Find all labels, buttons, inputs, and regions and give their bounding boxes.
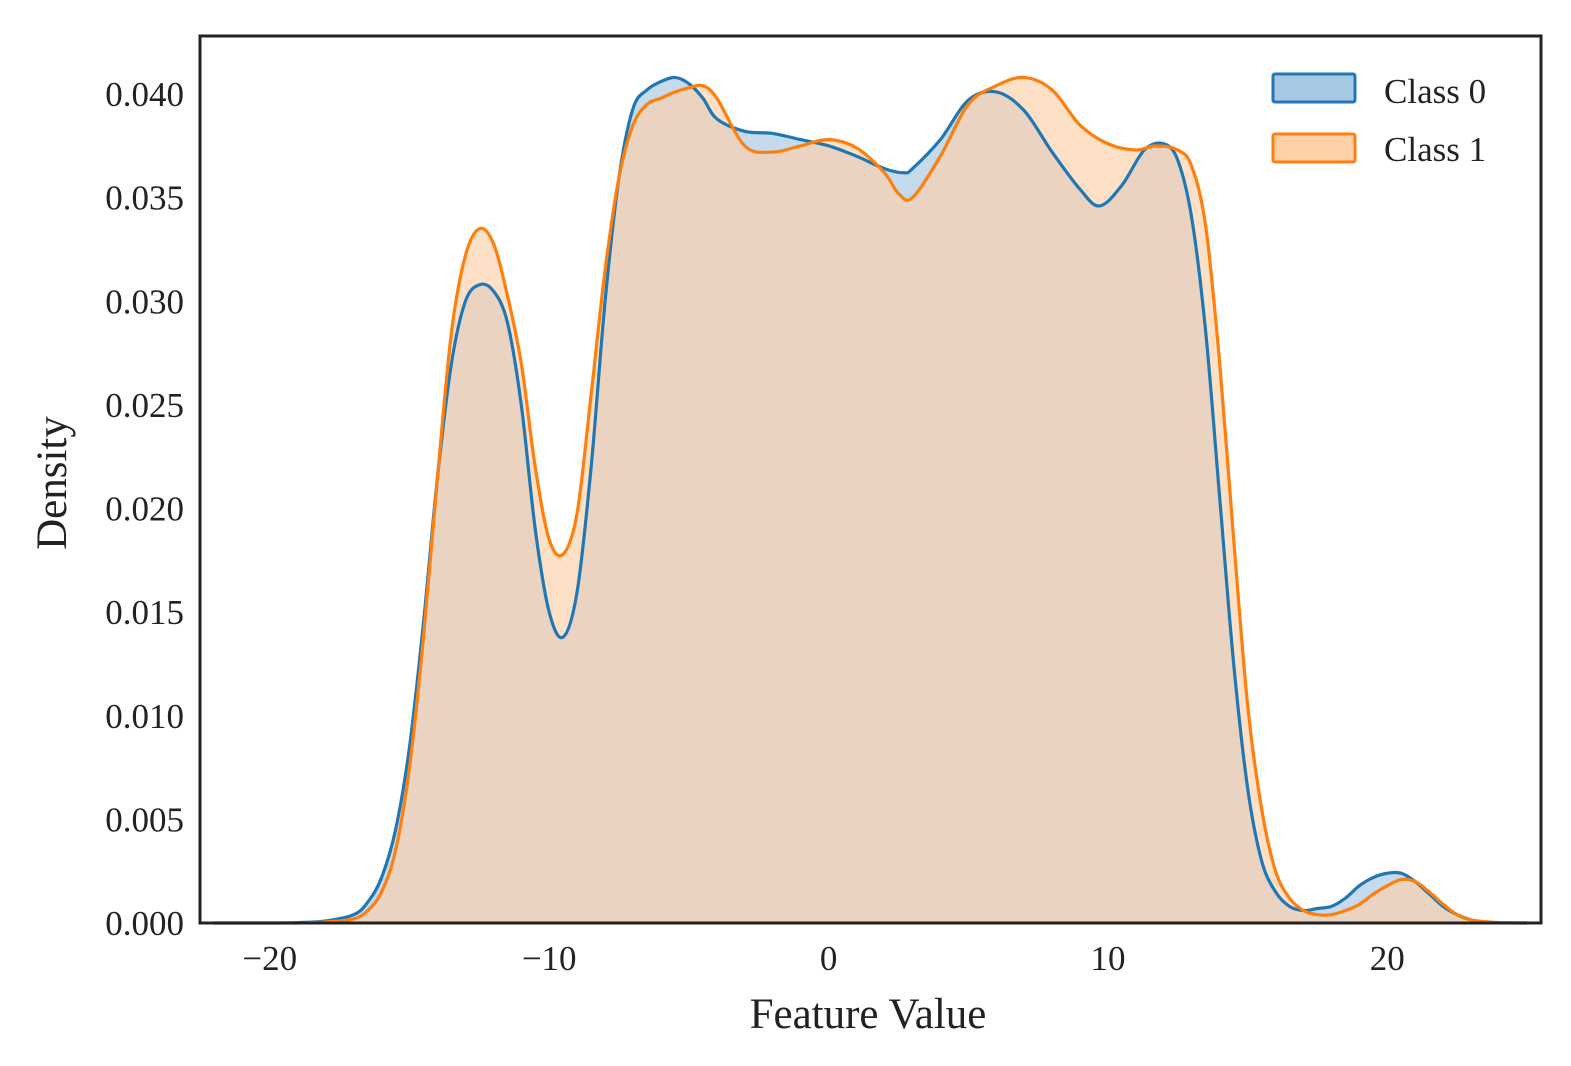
legend-swatch-class-0 [1271, 72, 1357, 104]
x-axis-ticks: −20 −10 0 10 20 [242, 939, 1404, 978]
density-fills [213, 77, 1528, 923]
x-tick-label: −10 [522, 939, 577, 978]
y-tick-label: 0.000 [105, 904, 184, 943]
density-line-class-1 [213, 75, 1528, 925]
y-tick-label: 0.010 [105, 697, 184, 736]
legend: Class 0 Class 1 [1271, 72, 1486, 169]
x-tick-label: −20 [242, 939, 297, 978]
x-tick-label: 0 [820, 939, 838, 978]
legend-label-class-0: Class 0 [1384, 72, 1486, 111]
density-fill-class-1 [213, 77, 1528, 923]
x-tick-label: 10 [1091, 939, 1126, 978]
plot-frame [198, 34, 1543, 925]
legend-swatch-class-1 [1271, 132, 1357, 164]
y-tick-label: 0.025 [105, 386, 184, 425]
y-axis-label: Density [29, 416, 76, 550]
x-axis-label: Feature Value [750, 991, 987, 1038]
y-tick-label: 0.020 [105, 490, 184, 529]
y-tick-label: 0.040 [105, 75, 184, 114]
y-axis-ticks: 0.000 0.005 0.010 0.015 0.020 0.025 0.030 0.035… [105, 75, 184, 943]
y-tick-label: 0.030 [105, 282, 184, 321]
x-tick-label: 20 [1370, 939, 1405, 978]
y-tick-label: 0.035 [105, 179, 184, 218]
y-tick-label: 0.015 [105, 593, 184, 632]
y-tick-label: 0.005 [105, 800, 184, 839]
density-lines [213, 75, 1528, 925]
legend-label-class-1: Class 1 [1384, 130, 1486, 169]
